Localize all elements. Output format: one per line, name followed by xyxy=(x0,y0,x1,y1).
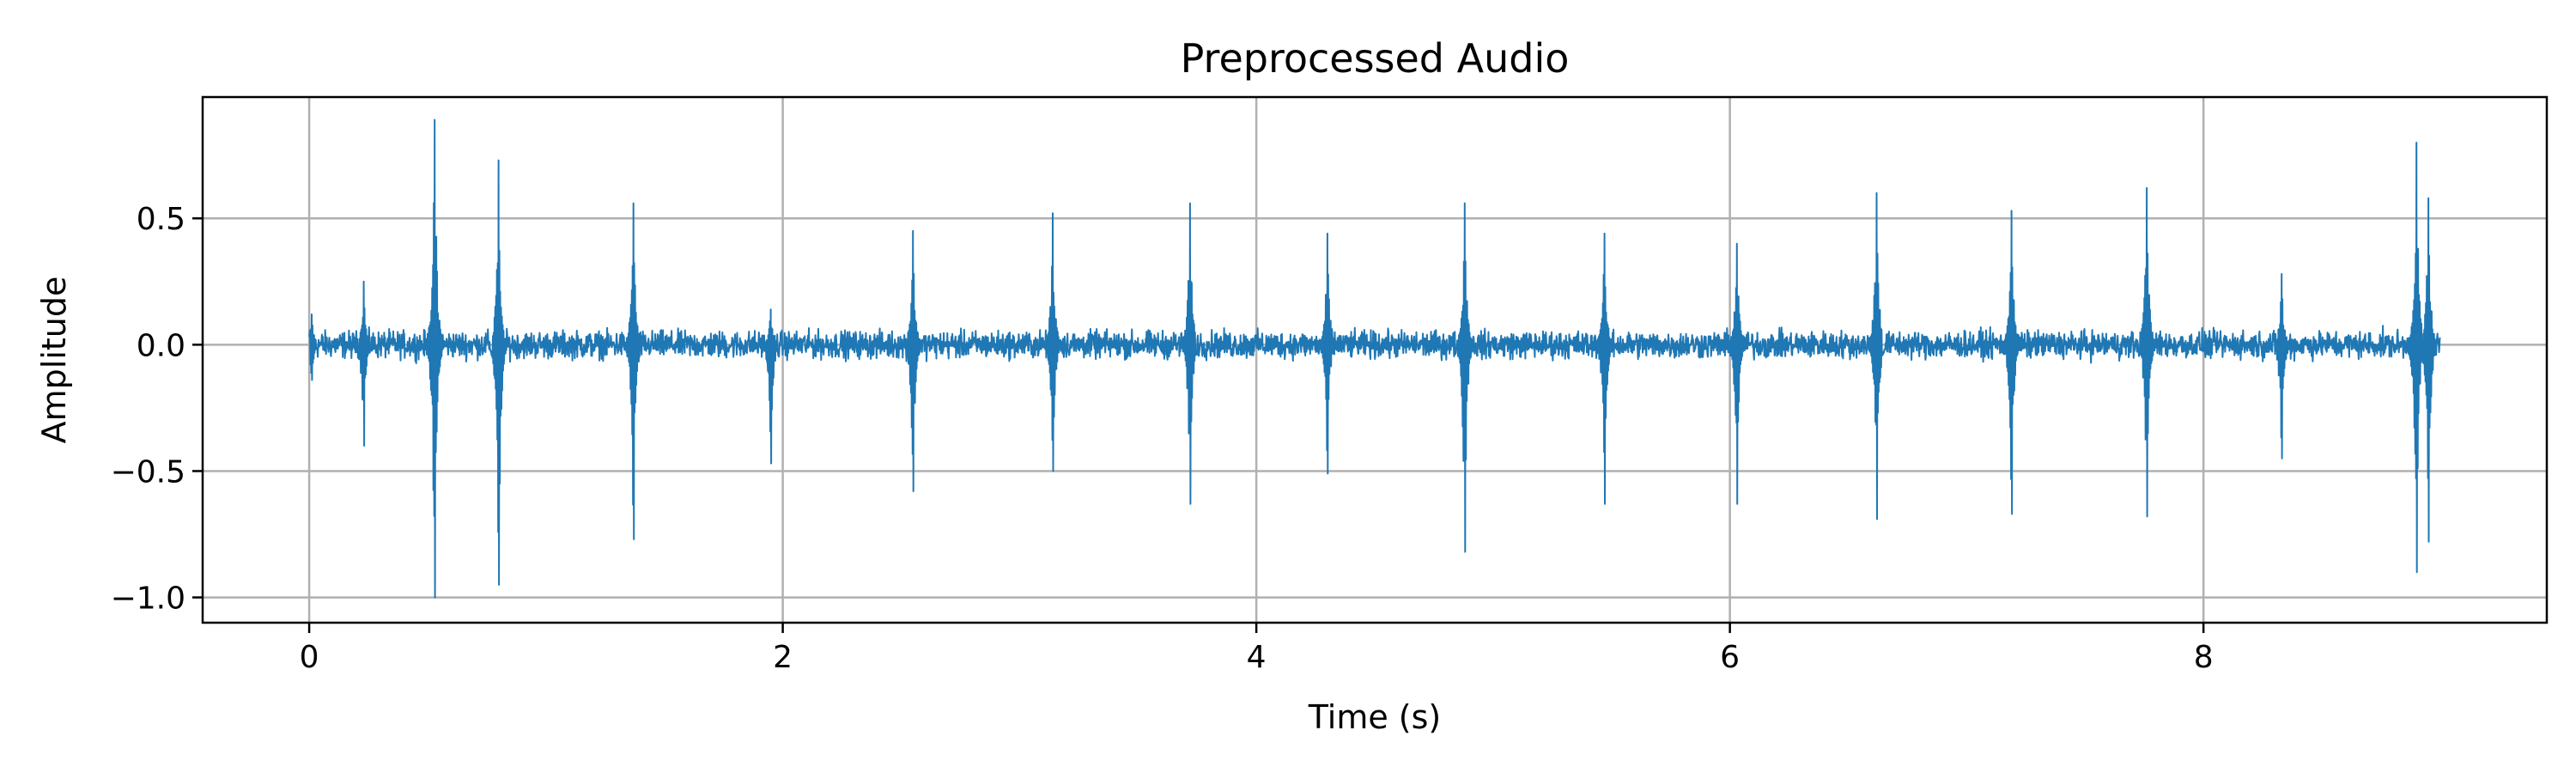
axis-ticks: 0 2 4 6 8 −1.0 −0.5 0.0 0.5 xyxy=(111,202,2214,675)
audio-waveform-line xyxy=(308,119,2441,599)
x-tick-label: 4 xyxy=(1247,640,1267,675)
x-tick-label: 6 xyxy=(1720,640,1740,675)
x-tick-label: 2 xyxy=(773,640,793,675)
x-tick-label: 8 xyxy=(2194,640,2214,675)
x-tick-label: 0 xyxy=(300,640,319,675)
y-tick-label: −1.0 xyxy=(111,581,185,617)
grid xyxy=(203,97,2547,623)
plot-frame xyxy=(201,95,2549,624)
chart-title: Preprocessed Audio xyxy=(1181,35,1570,82)
y-tick-label: 0.0 xyxy=(137,328,185,363)
x-axis-label: Time (s) xyxy=(1308,698,1442,736)
y-tick-label: 0.5 xyxy=(137,202,185,237)
y-tick-label: −0.5 xyxy=(111,454,185,490)
y-axis-label: Amplitude xyxy=(35,277,73,444)
